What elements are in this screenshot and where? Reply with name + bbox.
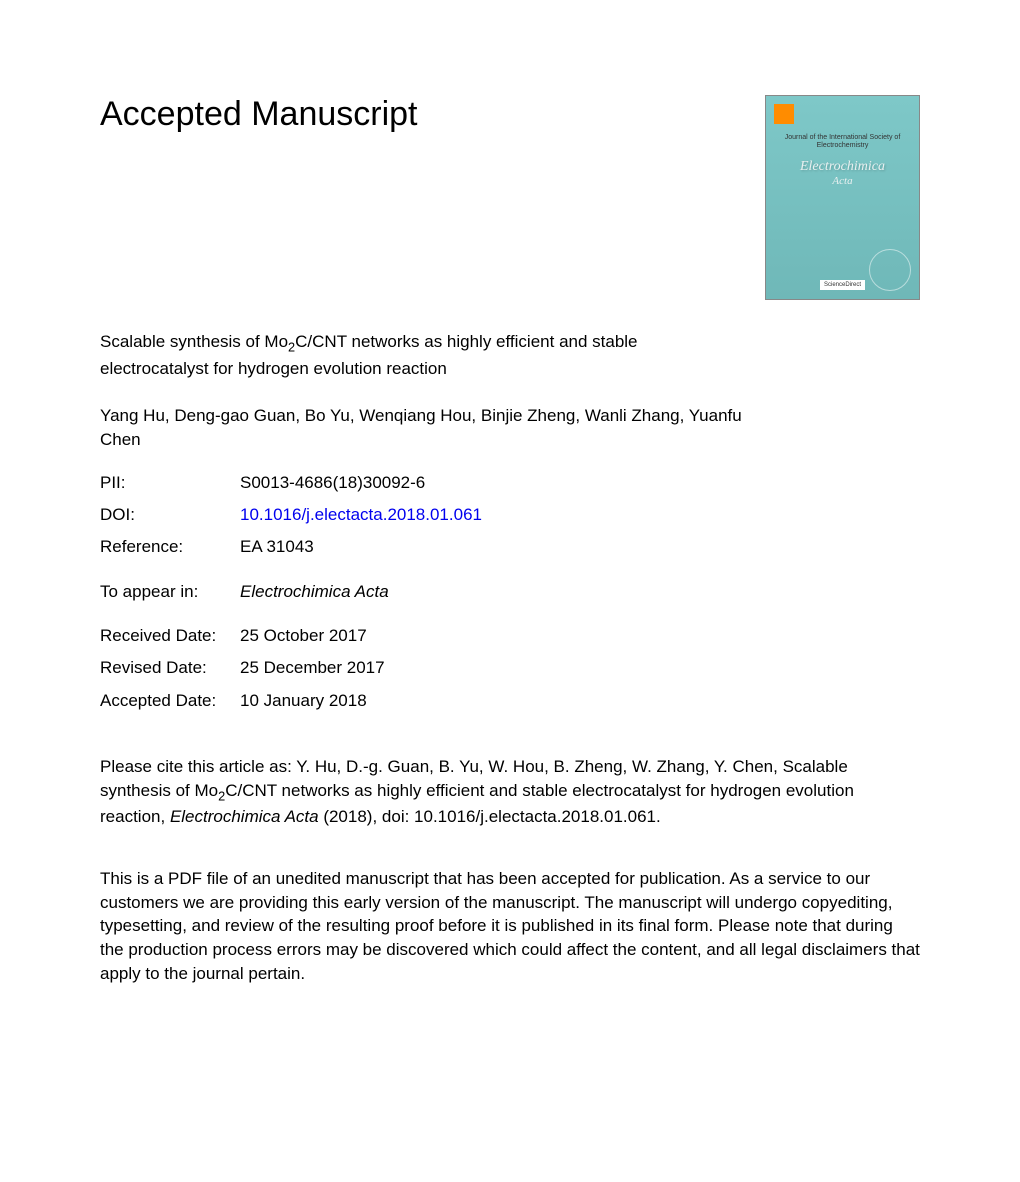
citation-suffix: (2018), doi: 10.1016/j.electacta.2018.01… xyxy=(319,807,661,826)
meta-row-revised: Revised Date: 25 December 2017 xyxy=(100,652,920,684)
meta-value-accepted: 10 January 2018 xyxy=(240,685,920,717)
meta-label-accepted: Accepted Date: xyxy=(100,685,240,717)
metadata-table: PII: S0013-4686(18)30092-6 DOI: 10.1016/… xyxy=(100,467,920,717)
header-row: Accepted Manuscript Journal of the Inter… xyxy=(100,95,920,300)
journal-cover-thumbnail: Journal of the International Society of … xyxy=(765,95,920,300)
meta-label-doi: DOI: xyxy=(100,499,240,531)
meta-label-revised: Revised Date: xyxy=(100,652,240,684)
article-title: Scalable synthesis of Mo2C/CNT networks … xyxy=(100,330,740,382)
doi-link[interactable]: 10.1016/j.electacta.2018.01.061 xyxy=(240,499,920,531)
meta-value-revised: 25 December 2017 xyxy=(240,652,920,684)
meta-label-pii: PII: xyxy=(100,467,240,499)
meta-row-received: Received Date: 25 October 2017 xyxy=(100,620,920,652)
article-title-prefix: Scalable synthesis of Mo xyxy=(100,332,288,351)
globe-icon xyxy=(869,249,911,291)
meta-label-to-appear: To appear in: xyxy=(100,576,240,608)
cover-heading: Journal of the International Society of … xyxy=(774,134,911,151)
disclaimer-text: This is a PDF file of an unedited manusc… xyxy=(100,867,920,986)
meta-value-received: 25 October 2017 xyxy=(240,620,920,652)
meta-row-doi: DOI: 10.1016/j.electacta.2018.01.061 xyxy=(100,499,920,531)
cover-journal-title: Electrochimica xyxy=(774,159,911,175)
meta-value-pii: S0013-4686(18)30092-6 xyxy=(240,467,920,499)
cover-journal-subtitle: Acta xyxy=(774,175,911,187)
page-heading: Accepted Manuscript xyxy=(100,95,418,134)
authors-list: Yang Hu, Deng-gao Guan, Bo Yu, Wenqiang … xyxy=(100,404,750,453)
meta-row-to-appear: To appear in: Electrochimica Acta xyxy=(100,576,920,608)
meta-label-received: Received Date: xyxy=(100,620,240,652)
publisher-logo-icon xyxy=(774,104,794,124)
meta-label-reference: Reference: xyxy=(100,531,240,563)
meta-row-reference: Reference: EA 31043 xyxy=(100,531,920,563)
meta-value-to-appear: Electrochimica Acta xyxy=(240,576,920,608)
cover-bottom-text: ScienceDirect xyxy=(820,280,865,290)
citation-journal: Electrochimica Acta xyxy=(170,807,319,826)
meta-value-reference: EA 31043 xyxy=(240,531,920,563)
meta-row-pii: PII: S0013-4686(18)30092-6 xyxy=(100,467,920,499)
meta-row-accepted: Accepted Date: 10 January 2018 xyxy=(100,685,920,717)
citation-text: Please cite this article as: Y. Hu, D.-g… xyxy=(100,755,920,829)
